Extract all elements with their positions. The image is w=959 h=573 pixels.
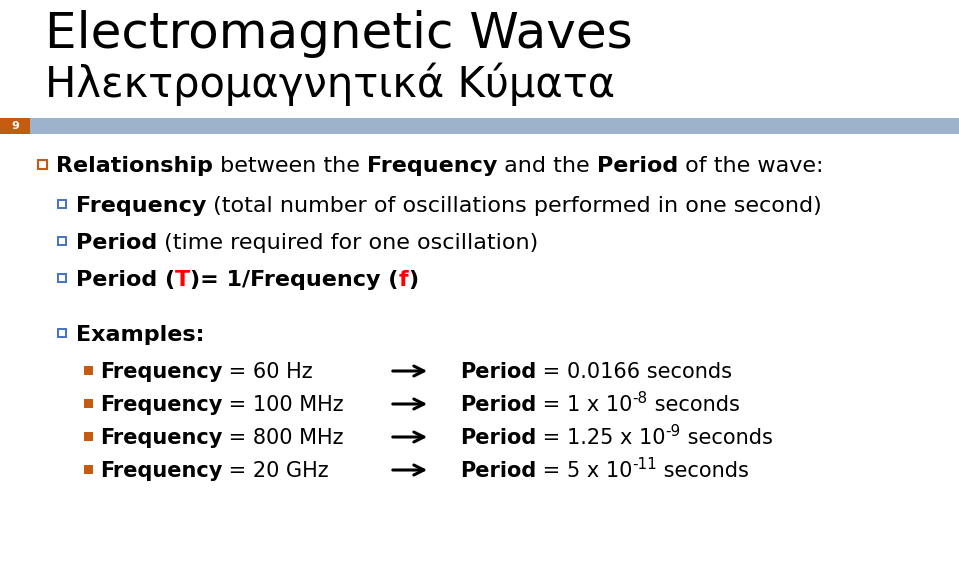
Text: =: = [536, 395, 567, 415]
Bar [58, 274, 66, 282]
Text: )= 1/Frequency (: )= 1/Frequency ( [191, 270, 399, 290]
Text: 5 x 10: 5 x 10 [567, 461, 633, 481]
Text: T: T [175, 270, 191, 290]
Bar [83, 431, 92, 441]
Text: 0.0166 seconds: 0.0166 seconds [567, 362, 732, 382]
Text: and the: and the [498, 156, 597, 176]
Bar [30, 118, 959, 134]
Bar [83, 366, 92, 375]
Bar [58, 237, 66, 245]
Text: =: = [536, 428, 567, 448]
Text: Relationship: Relationship [56, 156, 213, 176]
Text: Period: Period [460, 362, 536, 382]
Text: = 60 Hz: = 60 Hz [222, 362, 313, 382]
Text: Frequency: Frequency [100, 362, 222, 382]
Text: Period: Period [460, 428, 536, 448]
Text: Period: Period [460, 461, 536, 481]
Text: seconds: seconds [657, 461, 749, 481]
Text: seconds: seconds [681, 428, 773, 448]
Text: Electromagnetic Waves: Electromagnetic Waves [45, 10, 633, 58]
Text: 1 x 10: 1 x 10 [567, 395, 633, 415]
Text: Ηλεκτρομαγνητικά Κύματα: Ηλεκτρομαγνητικά Κύματα [45, 62, 615, 105]
Bar [83, 465, 92, 473]
Text: Period (: Period ( [76, 270, 175, 290]
Text: = 100 MHz: = 100 MHz [222, 395, 344, 415]
Text: Frequency: Frequency [100, 461, 222, 481]
Text: Period: Period [597, 156, 678, 176]
Text: = 20 GHz: = 20 GHz [222, 461, 329, 481]
Text: Examples:: Examples: [76, 325, 204, 345]
Text: Frequency: Frequency [367, 156, 498, 176]
Text: ): ) [409, 270, 419, 290]
Text: -8: -8 [633, 391, 647, 406]
Text: Frequency: Frequency [76, 196, 206, 216]
Text: (total number of oscillations performed in one second): (total number of oscillations performed … [206, 196, 822, 216]
Bar [37, 159, 46, 168]
Text: seconds: seconds [647, 395, 739, 415]
Text: of the wave:: of the wave: [678, 156, 824, 176]
Bar [58, 329, 66, 337]
Text: Frequency: Frequency [100, 428, 222, 448]
Text: f: f [399, 270, 409, 290]
Text: -9: -9 [666, 424, 681, 439]
Text: =: = [536, 362, 567, 382]
Bar [83, 398, 92, 407]
Text: (time required for one oscillation): (time required for one oscillation) [157, 233, 539, 253]
Text: =: = [536, 461, 567, 481]
Text: 1.25 x 10: 1.25 x 10 [567, 428, 666, 448]
Text: 9: 9 [12, 121, 19, 131]
Text: -11: -11 [633, 457, 657, 472]
Text: Period: Period [76, 233, 157, 253]
Bar [0, 118, 30, 134]
Text: between the: between the [213, 156, 367, 176]
Text: Period: Period [460, 395, 536, 415]
Text: Frequency: Frequency [100, 395, 222, 415]
Bar [58, 200, 66, 208]
Text: = 800 MHz: = 800 MHz [222, 428, 344, 448]
